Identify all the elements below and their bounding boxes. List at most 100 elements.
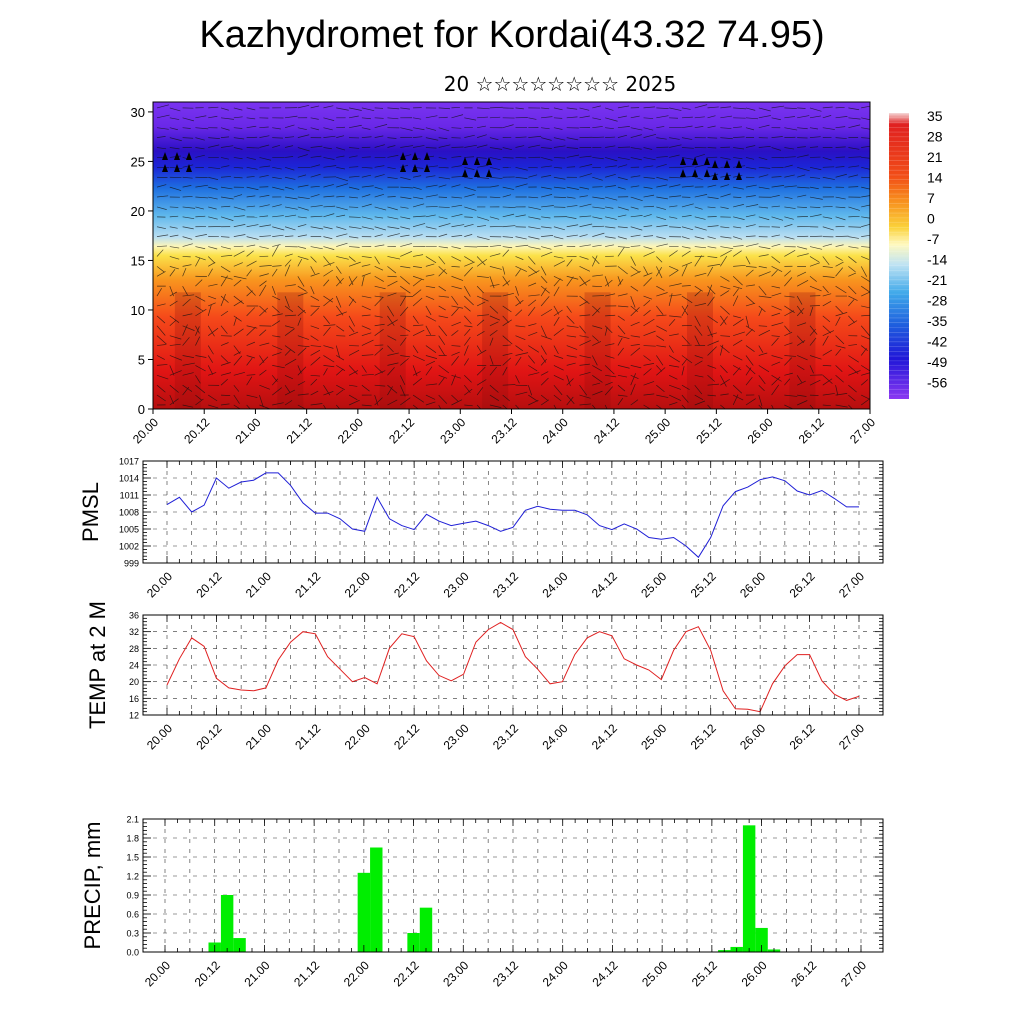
x-tick-label: 22.00 xyxy=(342,721,373,752)
wind-vector xyxy=(489,253,501,257)
wind-vector xyxy=(272,345,283,350)
wind-vector xyxy=(720,285,731,290)
wind-vector xyxy=(848,206,860,211)
wind-vector xyxy=(323,213,335,218)
wind-vector xyxy=(182,206,196,209)
wind-vector xyxy=(515,244,529,247)
wind-vector xyxy=(553,384,563,396)
wind-vector xyxy=(797,127,808,130)
y-tick-label: 25 xyxy=(131,154,145,169)
wind-vector xyxy=(809,214,822,218)
wind-vector xyxy=(284,206,298,210)
wind-vector xyxy=(617,325,626,335)
wind-vector xyxy=(540,266,547,276)
wind-vector xyxy=(694,355,704,359)
wind-vector xyxy=(681,185,694,188)
wind-vector xyxy=(438,394,448,404)
wind-vector xyxy=(694,116,705,119)
wind-vector xyxy=(630,175,641,178)
wind-vector xyxy=(861,157,870,159)
wind-vector xyxy=(451,305,464,309)
wind-vector xyxy=(771,243,781,247)
wind-vector xyxy=(605,293,616,297)
wind-vector xyxy=(464,176,473,180)
wind-vector xyxy=(527,385,533,396)
wind-vector xyxy=(617,246,625,257)
wind-vector xyxy=(771,147,781,151)
grid xyxy=(143,460,883,564)
precip-bar xyxy=(407,933,420,952)
wind-vector xyxy=(335,305,344,316)
wind-vector xyxy=(515,391,528,396)
wind-vector xyxy=(233,345,241,355)
wind-vector xyxy=(438,184,447,188)
wind-vector xyxy=(720,226,730,229)
x-tick-label: 25.12 xyxy=(689,958,720,989)
wind-vector xyxy=(272,137,283,139)
wind-vector xyxy=(758,345,764,353)
wind-vector xyxy=(156,206,167,210)
wind-vector xyxy=(528,266,538,274)
wind-vector xyxy=(860,325,870,336)
wind-vector xyxy=(771,205,780,208)
wind-vector xyxy=(848,107,860,111)
wind-vector xyxy=(630,344,640,346)
precip-bar xyxy=(742,825,756,952)
wind-vector xyxy=(246,376,253,386)
wind-vector xyxy=(169,147,180,150)
colorbar-label: 21 xyxy=(927,149,943,165)
wind-vector xyxy=(592,355,598,366)
wind-vector xyxy=(643,277,653,287)
wind-vector xyxy=(592,404,597,409)
wind-vector xyxy=(233,224,246,228)
wind-vector xyxy=(489,394,500,401)
wind-vector xyxy=(323,105,334,109)
wind-vector xyxy=(182,176,193,179)
wind-vector xyxy=(579,223,593,228)
wind-vector xyxy=(323,315,330,324)
wind-vector xyxy=(797,380,806,386)
wind-vector xyxy=(579,186,590,190)
wind-vector xyxy=(720,315,727,325)
wind-vector xyxy=(758,157,768,161)
wind-vector xyxy=(630,215,643,218)
wind-vector xyxy=(477,107,490,110)
wind-vector xyxy=(784,224,793,228)
wind-vector xyxy=(809,262,821,267)
wind-vector xyxy=(259,280,267,287)
wind-vector xyxy=(361,107,375,112)
wind-vector xyxy=(822,335,829,346)
wind-vector xyxy=(387,154,399,158)
wind-vector xyxy=(348,295,357,303)
wind-vector xyxy=(861,275,870,282)
y-tick-label: 1.2 xyxy=(126,872,139,882)
y-tick-label: 2.1 xyxy=(126,815,139,825)
wind-vector xyxy=(361,264,371,267)
jet-arrow xyxy=(736,160,742,168)
wind-vector xyxy=(271,378,279,386)
wind-vector xyxy=(758,285,767,296)
wind-vector xyxy=(399,385,406,397)
wind-vector xyxy=(220,165,230,168)
jet-arrow xyxy=(424,152,430,160)
wind-vector xyxy=(643,246,653,250)
wind-vector xyxy=(848,299,855,307)
wind-vector xyxy=(284,166,295,171)
wind-vector xyxy=(809,365,814,374)
x-tick-label: 23.12 xyxy=(490,721,521,752)
wind-vector xyxy=(605,127,614,130)
wind-vector xyxy=(553,196,566,198)
wind-vector xyxy=(553,166,563,169)
wind-vector xyxy=(156,288,162,297)
wind-vector xyxy=(246,224,259,228)
wind-vector xyxy=(515,256,524,260)
wind-vector xyxy=(451,176,463,178)
wind-vector xyxy=(220,378,228,386)
wind-vector xyxy=(284,345,296,354)
wind-vector xyxy=(528,226,541,230)
wind-vector xyxy=(438,166,449,169)
wind-vector xyxy=(220,294,226,307)
wind-vector xyxy=(233,234,246,237)
wind-vector xyxy=(605,117,618,122)
wind-vector xyxy=(169,117,180,120)
